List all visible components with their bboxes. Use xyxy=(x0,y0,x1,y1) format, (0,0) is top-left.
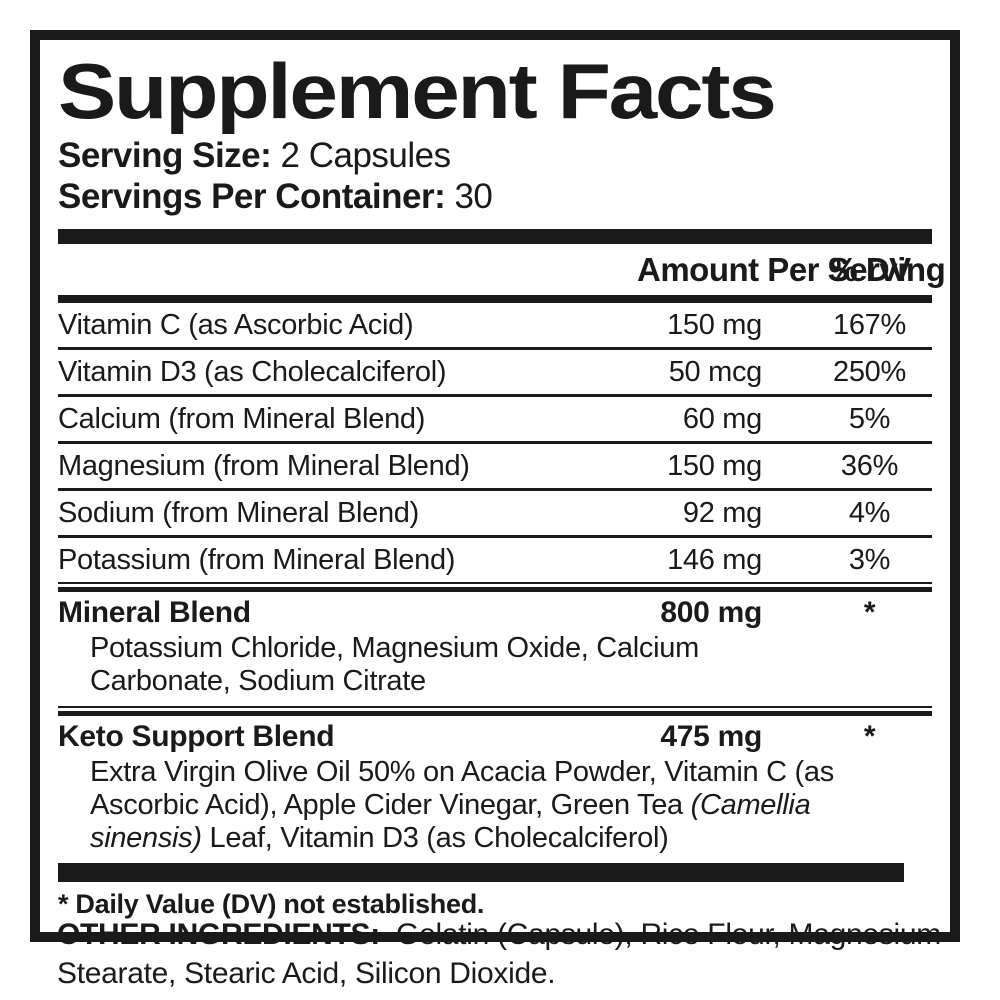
blend-dv-asterisk: * xyxy=(863,719,876,753)
blend-ingredients: Potassium Chloride, Magnesium Oxide, Cal… xyxy=(58,632,710,698)
nutrient-row: Vitamin D3 (as Cholecalciferol) 50 mcg 2… xyxy=(58,350,932,397)
blend-sections: Mineral Blend 800 mg * Potassium Chlorid… xyxy=(58,581,932,855)
blend-section: Mineral Blend 800 mg * Potassium Chlorid… xyxy=(58,581,932,698)
blend-ingredient-botanical-name: (Camellia sinensis) xyxy=(90,789,811,855)
other-ingredients-text: Gelatin (Capsule), Rice Flour, Magnesium… xyxy=(57,918,941,990)
nutrient-amount: 60 mg xyxy=(682,402,762,435)
servings-per-container-line: Servings Per Container: 30 xyxy=(58,177,932,218)
blend-divider-rule xyxy=(58,705,932,716)
amount-per-serving-header: Amount Per Serving xyxy=(637,250,946,288)
nutrient-row: Magnesium (from Mineral Blend) 150 mg 36… xyxy=(58,444,932,491)
blend-ingredient-text: Leaf, Vitamin D3 (as Cholecalciferol) xyxy=(201,822,669,855)
blend-divider-rule xyxy=(58,581,932,592)
blend-row: Keto Support Blend 475 mg * xyxy=(58,716,932,756)
nutrient-dv: 36% xyxy=(840,449,899,482)
blend-name: Keto Support Blend xyxy=(58,719,335,753)
nutrient-amount: 50 mcg xyxy=(668,355,763,388)
blend-ingredient-text: Potassium Chloride, Magnesium Oxide, Cal… xyxy=(90,631,699,697)
servings-per-container-label: Servings Per Container: xyxy=(58,176,446,216)
blend-amount: 800 mg xyxy=(660,595,762,629)
footnote-divider-bar xyxy=(58,863,904,883)
nutrient-rows: Vitamin C (as Ascorbic Acid) 150 mg 167%… xyxy=(58,303,932,582)
servings-per-container-value: 30 xyxy=(454,176,493,216)
nutrient-amount: 150 mg xyxy=(667,308,762,341)
nutrient-name: Potassium (from Mineral Blend) xyxy=(58,543,456,576)
serving-size-value: 2 Capsules xyxy=(280,136,452,175)
nutrient-name: Sodium (from Mineral Blend) xyxy=(58,496,419,529)
blend-ingredients: Extra Virgin Olive Oil 50% on Acacia Pow… xyxy=(58,756,880,855)
nutrient-name: Vitamin D3 (as Cholecalciferol) xyxy=(58,355,447,388)
nutrient-name: Magnesium (from Mineral Blend) xyxy=(58,449,470,482)
serving-size-line: Serving Size: 2 Capsules xyxy=(58,136,932,177)
blend-name: Mineral Blend xyxy=(58,595,251,629)
header-divider-bar xyxy=(58,294,932,303)
blend-dv-asterisk: * xyxy=(863,595,876,629)
other-ingredients-paragraph: OTHER INGREDIENTS: Gelatin (Capsule), Ri… xyxy=(57,915,947,993)
supplement-facts-panel: Supplement Facts Serving Size: 2 Capsule… xyxy=(30,30,960,943)
nutrient-dv: 3% xyxy=(848,543,891,576)
nutrient-name: Calcium (from Mineral Blend) xyxy=(58,402,426,435)
blend-row: Mineral Blend 800 mg * xyxy=(58,592,932,632)
nutrient-amount: 150 mg xyxy=(667,449,762,482)
nutrient-dv: 250% xyxy=(833,355,906,388)
column-header-row: Amount Per Serving % DV xyxy=(58,244,946,295)
nutrient-row: Sodium (from Mineral Blend) 92 mg 4% xyxy=(58,491,932,538)
panel-title: Supplement Facts xyxy=(58,47,777,135)
nutrient-dv: 5% xyxy=(848,402,891,435)
top-divider-bar xyxy=(58,228,932,244)
blend-amount: 475 mg xyxy=(660,719,762,753)
nutrient-dv: 167% xyxy=(833,308,906,341)
nutrient-amount: 92 mg xyxy=(682,496,762,529)
blend-ingredient-text: Extra Virgin Olive Oil 50% on Acacia Pow… xyxy=(90,755,834,822)
percent-dv-header: % DV xyxy=(828,250,911,288)
blend-section: Keto Support Blend 475 mg * Extra Virgin… xyxy=(58,705,932,855)
serving-size-label: Serving Size: xyxy=(58,136,272,175)
nutrient-amount: 146 mg xyxy=(667,543,762,576)
nutrient-dv: 4% xyxy=(848,496,891,529)
nutrient-row: Calcium (from Mineral Blend) 60 mg 5% xyxy=(58,397,932,444)
nutrient-row: Potassium (from Mineral Blend) 146 mg 3% xyxy=(58,538,932,582)
nutrient-row: Vitamin C (as Ascorbic Acid) 150 mg 167% xyxy=(58,303,932,350)
nutrient-name: Vitamin C (as Ascorbic Acid) xyxy=(58,308,414,341)
daily-value-footnote: * Daily Value (DV) not established. xyxy=(58,889,485,920)
other-ingredients-label: OTHER INGREDIENTS: xyxy=(57,918,380,951)
